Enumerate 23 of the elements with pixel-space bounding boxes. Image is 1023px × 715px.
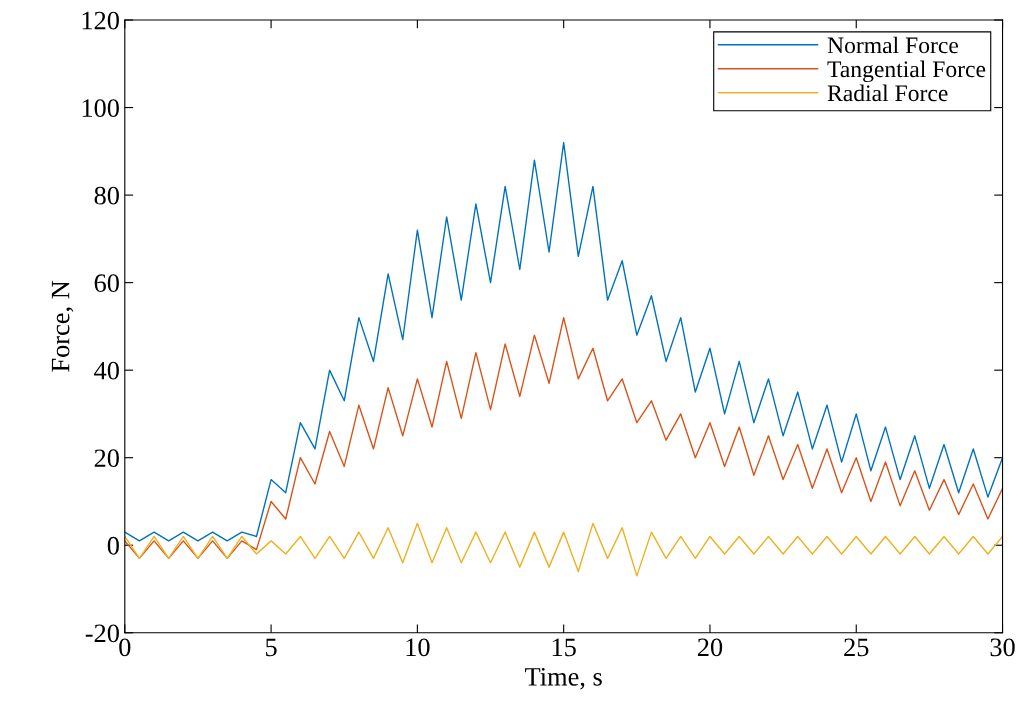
x-tick-label: 10 bbox=[406, 638, 430, 657]
x-tick-label: 0 bbox=[119, 638, 131, 657]
legend-label: Tangential Force bbox=[827, 60, 986, 83]
y-tick-label: 0 bbox=[107, 536, 119, 555]
y-tick-label: 80 bbox=[94, 186, 119, 205]
line-series bbox=[124, 141, 1003, 542]
y-tick-label: 60 bbox=[94, 274, 119, 293]
x-tick-label: 20 bbox=[697, 638, 723, 657]
y-tick-label: 100 bbox=[82, 99, 119, 117]
y-tick-label: 40 bbox=[94, 361, 119, 380]
x-tick-label: 5 bbox=[266, 638, 277, 657]
legend-label: Normal Force bbox=[827, 36, 959, 54]
line-series bbox=[124, 522, 1003, 577]
x-tick-label: 30 bbox=[990, 638, 1015, 657]
x-axis-title: Time, s bbox=[525, 667, 602, 690]
line-series bbox=[124, 316, 1003, 560]
legend-label: Radial Force bbox=[827, 84, 948, 102]
y-tick-label: -20 bbox=[85, 624, 119, 643]
y-tick-label: 120 bbox=[82, 11, 119, 30]
y-tick-label: 20 bbox=[94, 449, 119, 468]
x-tick-label: 15 bbox=[552, 638, 576, 657]
x-tick-label: 25 bbox=[844, 638, 869, 657]
y-axis-title: Force, N bbox=[51, 280, 74, 372]
